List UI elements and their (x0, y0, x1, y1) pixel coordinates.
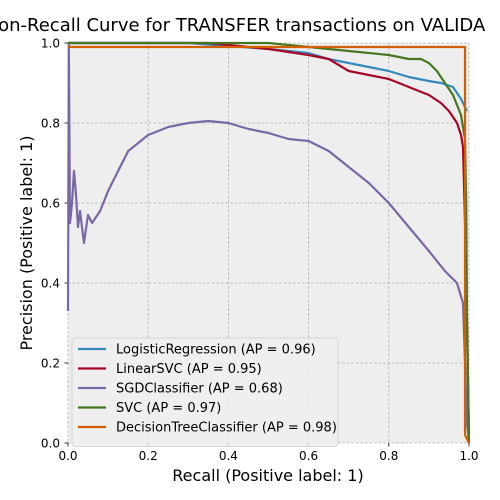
x-axis-ticks: 0.0 0.2 0.4 0.6 0.8 1.0 (58, 443, 479, 463)
x-tick-label: 1.0 (459, 449, 478, 463)
x-tick-label: 0.2 (139, 449, 158, 463)
x-tick-label: 0.6 (299, 449, 318, 463)
y-tick-label: 0.2 (41, 357, 60, 371)
legend-label: DecisionTreeClassifier (AP = 0.98) (116, 421, 337, 436)
legend-frame (71, 337, 339, 447)
x-tick-label: 0.8 (379, 449, 398, 463)
y-tick-label: 0.0 (41, 437, 60, 451)
x-tick-label: 0.0 (58, 449, 77, 463)
y-tick-label: 0.4 (41, 277, 60, 291)
legend-label: LinearSVC (AP = 0.95) (116, 362, 262, 377)
series-line-4 (68, 45, 470, 444)
legend-label: SVC (AP = 0.97) (116, 401, 221, 416)
chart-title: ision-Recall Curve for TRANSFER transact… (0, 15, 486, 36)
series-lines (66, 41, 471, 444)
y-tick-label: 0.6 (41, 197, 60, 211)
legend: LogisticRegression (AP = 0.96) LinearSVC … (71, 337, 339, 447)
legend-label: SGDClassifier (AP = 0.68) (116, 382, 283, 397)
legend-label: LogisticRegression (AP = 0.96) (116, 343, 316, 358)
x-axis-label: Recall (Positive label: 1) (172, 466, 363, 485)
y-tick-label: 0.8 (41, 117, 60, 131)
y-tick-label: 1.0 (41, 37, 60, 51)
y-axis-label: Precision (Positive label: 1) (17, 135, 36, 350)
series-line-2 (66, 41, 471, 444)
x-tick-label: 0.4 (219, 449, 238, 463)
y-axis-ticks: 0.0 0.2 0.4 0.6 0.8 1.0 (41, 37, 68, 451)
series-line-1 (68, 41, 471, 436)
